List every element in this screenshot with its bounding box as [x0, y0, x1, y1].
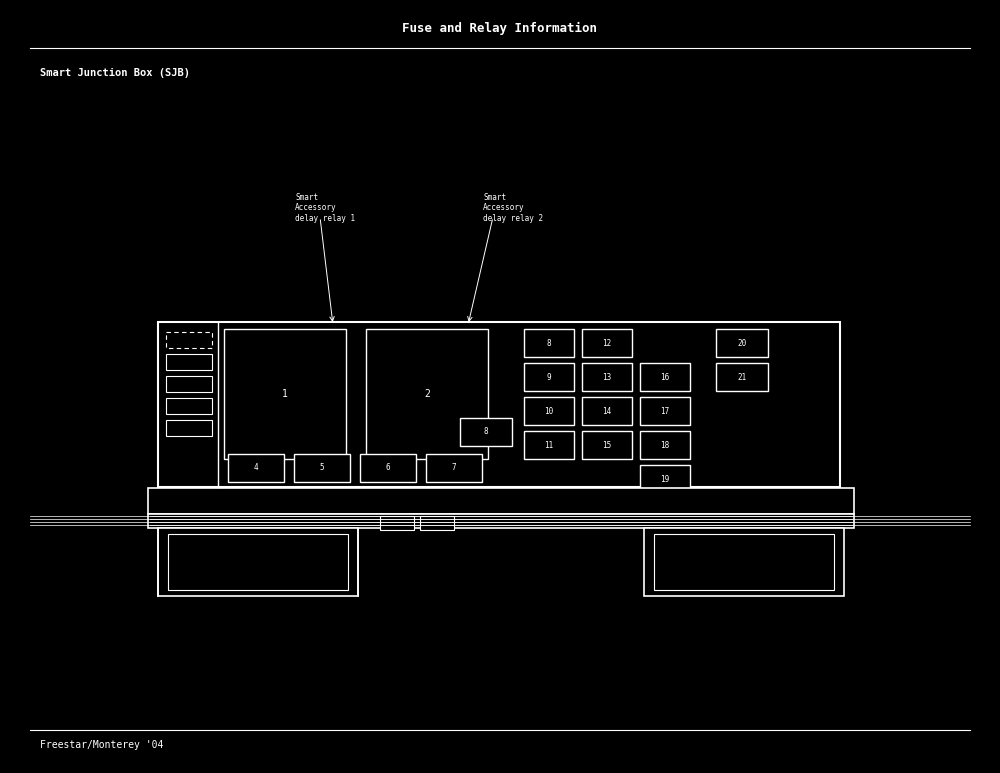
Bar: [524, 397, 574, 425]
Bar: [640, 363, 690, 391]
Bar: [640, 431, 690, 459]
Bar: [294, 454, 350, 482]
Bar: [148, 488, 854, 514]
Text: 20: 20: [737, 339, 747, 348]
Bar: [158, 322, 840, 487]
Bar: [166, 376, 212, 392]
Text: 13: 13: [602, 373, 612, 382]
Bar: [582, 329, 632, 357]
Bar: [166, 354, 212, 370]
Text: 21: 21: [737, 373, 747, 382]
Text: 9: 9: [547, 373, 551, 382]
Text: 19: 19: [660, 475, 670, 483]
Bar: [460, 418, 512, 446]
Bar: [640, 465, 690, 493]
Text: 17: 17: [660, 407, 670, 416]
Bar: [168, 534, 348, 590]
Bar: [158, 528, 358, 596]
Text: 18: 18: [660, 441, 670, 450]
Text: 11: 11: [544, 441, 554, 450]
Text: 12: 12: [602, 339, 612, 348]
Bar: [360, 454, 416, 482]
Text: 16: 16: [660, 373, 670, 382]
Text: 10: 10: [544, 407, 554, 416]
Text: 8: 8: [547, 339, 551, 348]
Bar: [148, 514, 854, 528]
Text: 1: 1: [282, 389, 288, 399]
Text: Smart
Accessory
delay relay 1: Smart Accessory delay relay 1: [295, 193, 355, 223]
Bar: [166, 332, 212, 348]
Bar: [426, 454, 482, 482]
Text: Freestar/Monterey '04: Freestar/Monterey '04: [40, 740, 163, 750]
Text: 14: 14: [602, 407, 612, 416]
Bar: [582, 397, 632, 425]
Bar: [420, 516, 454, 530]
Text: 8: 8: [484, 427, 488, 437]
Text: Fuse and Relay Information: Fuse and Relay Information: [402, 22, 598, 35]
Text: 4: 4: [254, 464, 258, 472]
Bar: [524, 431, 574, 459]
Bar: [644, 528, 844, 596]
Text: 6: 6: [386, 464, 390, 472]
Bar: [716, 363, 768, 391]
Bar: [524, 363, 574, 391]
Bar: [640, 397, 690, 425]
Bar: [228, 454, 284, 482]
Text: 2: 2: [424, 389, 430, 399]
Bar: [654, 534, 834, 590]
Bar: [366, 329, 488, 459]
Bar: [716, 329, 768, 357]
Bar: [166, 398, 212, 414]
Bar: [524, 329, 574, 357]
Bar: [166, 420, 212, 436]
Bar: [582, 363, 632, 391]
Bar: [224, 329, 346, 459]
Text: 5: 5: [320, 464, 324, 472]
Text: 15: 15: [602, 441, 612, 450]
Bar: [582, 431, 632, 459]
Bar: [380, 516, 414, 530]
Text: Smart Junction Box (SJB): Smart Junction Box (SJB): [40, 68, 190, 78]
Text: Smart
Accessory
delay relay 2: Smart Accessory delay relay 2: [483, 193, 543, 223]
Text: 7: 7: [452, 464, 456, 472]
